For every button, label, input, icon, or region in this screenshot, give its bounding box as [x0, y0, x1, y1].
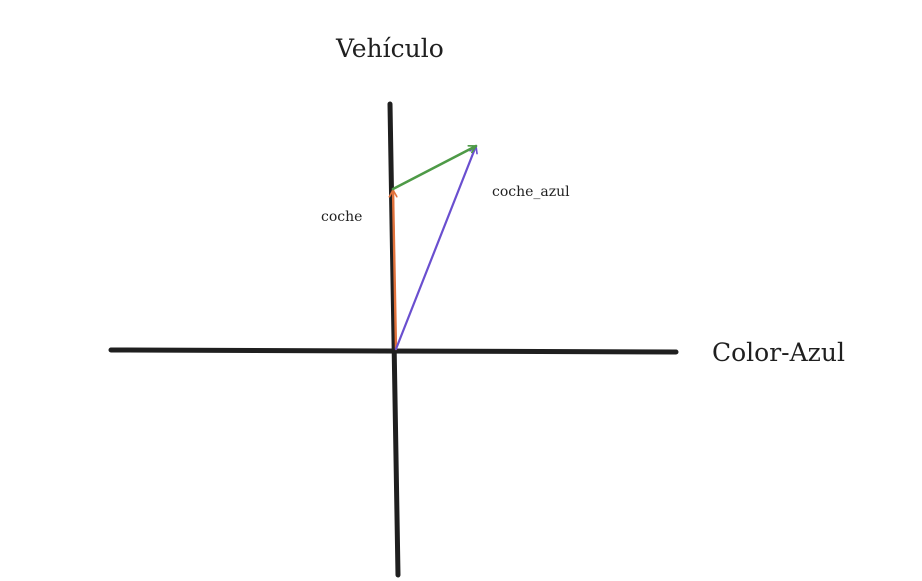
vector-label-coche: coche — [321, 209, 363, 225]
horizontal-axis-label: Color-Azul — [712, 338, 845, 367]
vector-coche-azul — [394, 144, 476, 351]
vector-difference — [391, 144, 478, 191]
vertical-axis — [387, 101, 401, 578]
vertical-axis-label: Vehículo — [336, 34, 444, 63]
horizontal-axis — [108, 347, 679, 355]
vector-label-coche-azul: coche_azul — [492, 184, 570, 200]
vector-coche — [393, 188, 396, 351]
